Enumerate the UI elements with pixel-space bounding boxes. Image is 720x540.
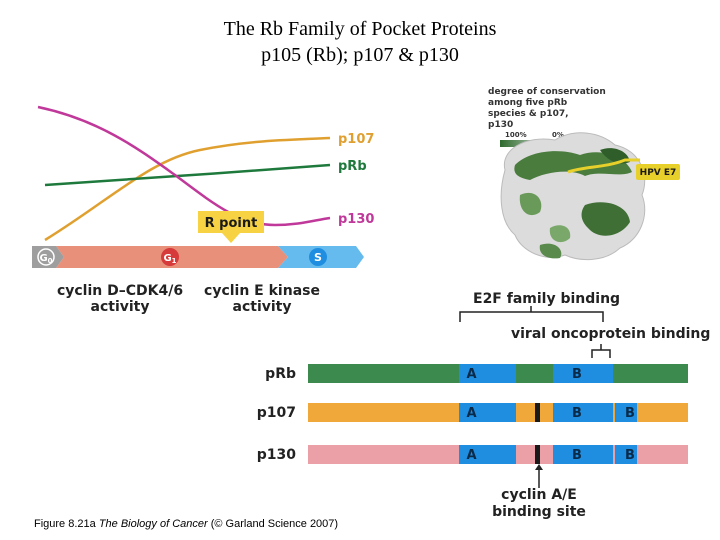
cyclin-d-activity-line1: cyclin D–CDK4/6 (57, 283, 183, 299)
pocket-domain-block (553, 445, 613, 464)
cyclin-site-line1: cyclin A/E (501, 487, 577, 503)
legend-line-3: species & p107, (488, 109, 569, 119)
g0-marker (37, 248, 55, 266)
label-p107: p107 (338, 132, 374, 147)
row-label-2: p130 (257, 447, 297, 463)
pocket-domain-block (459, 364, 516, 383)
legend-line-4: p130 (488, 120, 513, 130)
g1-marker (161, 248, 179, 266)
e2f-bracket (459, 306, 604, 322)
expression-curves (37, 105, 331, 242)
curve-p130 (37, 105, 331, 227)
scale-low-label: 0% (552, 131, 564, 139)
pocket-domain-block (615, 403, 637, 422)
pocket-domain-label: B (572, 406, 582, 421)
caption-book: The Biology of Cancer (98, 518, 208, 530)
caption-prefix: Figure 8.21a (34, 518, 96, 530)
page-title: The Rb Family of Pocket Proteins (223, 18, 497, 40)
pocket-domain-label: A (466, 406, 476, 421)
label-p130: p130 (338, 212, 374, 227)
hpv-e7-tag: HPV E7 (636, 164, 680, 180)
cyclin-site-marker (535, 403, 540, 422)
s-marker (309, 248, 327, 266)
curve-prb (44, 163, 331, 187)
pocket-domain-label: A (466, 367, 476, 382)
pocket-domain-label: B (572, 367, 582, 382)
protein-surface (500, 132, 646, 261)
g0-label: G0 (39, 253, 52, 265)
pocket-domain-block (459, 403, 516, 422)
scale-high-label: 100% (505, 131, 527, 139)
r-point-label: R point (205, 216, 258, 231)
page-subtitle: p105 (Rb); p107 & p130 (261, 44, 459, 66)
pocket-domain-block (553, 403, 613, 422)
row-label-0: pRb (265, 366, 296, 382)
r-point-callout: R point (198, 211, 264, 243)
pocket-domain-label: B (625, 406, 635, 421)
cyclin-site-line2: binding site (492, 504, 586, 520)
hpv-e7-path (567, 158, 640, 174)
e2f-binding-label: E2F family binding (473, 291, 620, 307)
cyclin-e-activity-line2: activity (233, 299, 292, 315)
pocket-domain-label: B (572, 448, 582, 463)
label-prb: pRb (338, 159, 367, 174)
pocket-domain-block (553, 364, 613, 383)
row-label-1: p107 (257, 405, 296, 421)
curve-p107 (44, 136, 331, 242)
pocket-domain-block (459, 445, 516, 464)
viral-bracket (591, 344, 611, 358)
cyclin-e-activity-line1: cyclin E kinase (204, 283, 320, 299)
pocket-domain-label: B (625, 448, 635, 463)
viral-binding-label: viral oncoprotein binding (511, 326, 710, 342)
legend-line-1: degree of conservation (488, 87, 606, 97)
phase-bar: G0 G1 S (32, 246, 364, 268)
cyclin-site-marker (535, 445, 540, 464)
legend-line-2: among five pRb (488, 98, 568, 108)
s-label: S (314, 251, 322, 264)
pocket-domain-label: A (466, 448, 476, 463)
pocket-domain-block (615, 445, 637, 464)
caption-suffix: (© Garland Science 2007) (210, 518, 339, 530)
cyclin-site-pointer (535, 464, 543, 488)
hpv-e7-label: HPV E7 (640, 168, 677, 178)
cyclin-d-activity-line2: activity (91, 299, 150, 315)
g1-label: G1 (163, 253, 176, 265)
figure-caption: Figure 8.21a The Biology of Cancer (© Ga… (34, 518, 338, 530)
